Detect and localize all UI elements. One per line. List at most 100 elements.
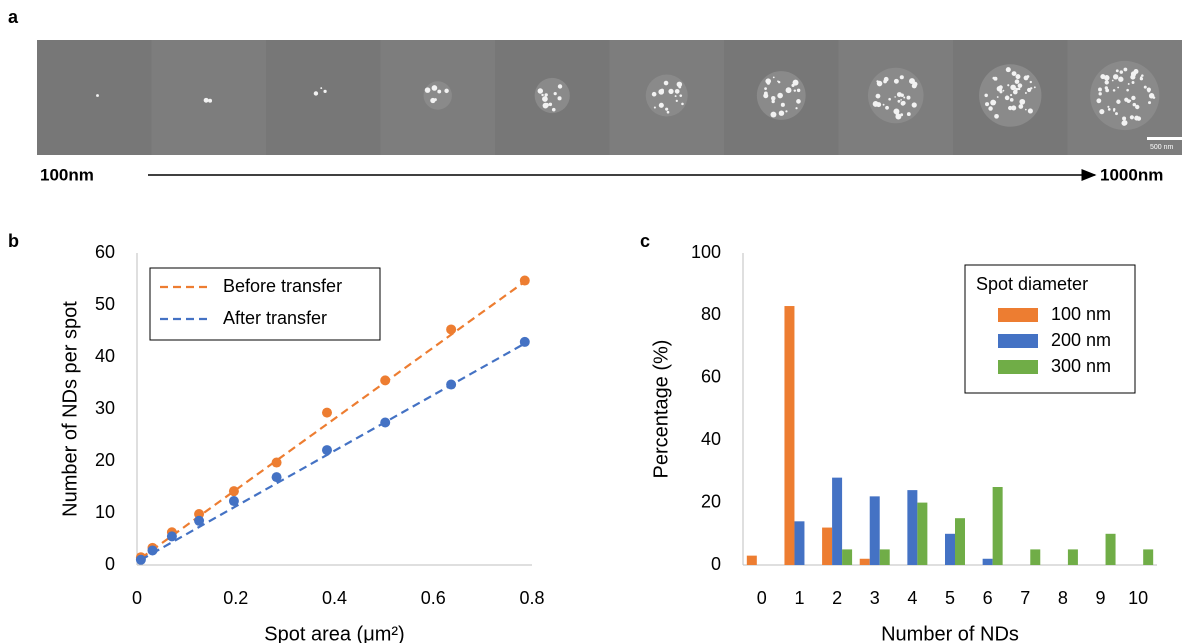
nanodiamond <box>1127 99 1131 103</box>
nanodiamond <box>444 89 448 93</box>
nanodiamond <box>1113 89 1116 92</box>
nanodiamond <box>554 92 557 95</box>
nanodiamond <box>764 91 768 95</box>
y-tick-label: 60 <box>701 367 721 387</box>
nanodiamond <box>796 99 801 104</box>
nanodiamond <box>1096 98 1101 103</box>
y-tick-label: 80 <box>701 304 721 324</box>
nanodiamond <box>558 84 562 88</box>
nanodiamond <box>907 96 911 100</box>
nanodiamond <box>658 89 664 95</box>
x-tick-label: 8 <box>1058 588 1068 608</box>
bar <box>1030 549 1040 565</box>
x-tick-label: 5 <box>945 588 955 608</box>
y-tick-label: 50 <box>95 294 115 314</box>
x-tick-label: 9 <box>1096 588 1106 608</box>
nanodiamond <box>681 103 684 106</box>
bar <box>842 549 852 565</box>
x-axis-label: Number of NDs <box>881 623 1019 643</box>
y-tick-label: 100 <box>691 242 721 262</box>
bar <box>1068 549 1078 565</box>
nanodiamond <box>883 104 885 106</box>
x-tick-label: 6 <box>983 588 993 608</box>
panel-label: c <box>640 231 650 251</box>
nanodiamond <box>1120 70 1123 73</box>
panel-label: b <box>8 231 19 251</box>
nanodiamond <box>1012 71 1017 76</box>
nanodiamond <box>777 93 783 99</box>
point <box>322 445 332 455</box>
nanodiamond <box>1025 92 1027 94</box>
nanodiamond <box>885 106 889 110</box>
bar <box>993 487 1003 565</box>
point <box>167 531 177 541</box>
nanodiamond <box>794 89 796 91</box>
nanodiamond <box>1118 77 1123 82</box>
bar <box>870 496 880 565</box>
legend-swatch <box>998 334 1038 348</box>
nanodiamond <box>1137 116 1141 120</box>
nanodiamond <box>1013 90 1018 95</box>
x-tick-label: 0.2 <box>223 588 248 608</box>
nanodiamond <box>1105 86 1108 89</box>
nanodiamond <box>1122 117 1126 121</box>
bar <box>1143 549 1153 565</box>
nanodiamond <box>542 96 548 102</box>
nanodiamond <box>668 89 673 94</box>
nanodiamond <box>1116 100 1120 104</box>
end-label: 1000nm <box>1100 165 1163 184</box>
nanodiamond <box>894 79 899 84</box>
nanodiamond <box>1099 109 1104 114</box>
point <box>322 408 332 418</box>
panel-label: a <box>8 7 19 27</box>
nanodiamond <box>96 94 99 97</box>
y-axis-label: Percentage (%) <box>650 340 672 479</box>
point <box>272 458 282 468</box>
x-tick-label: 4 <box>907 588 917 608</box>
x-tick-label: 7 <box>1020 588 1030 608</box>
nanodiamond <box>1010 85 1016 91</box>
bar <box>822 528 832 565</box>
x-tick-label: 3 <box>870 588 880 608</box>
nanodiamond <box>544 93 547 96</box>
y-tick-label: 0 <box>105 554 115 574</box>
x-tick-label: 10 <box>1128 588 1148 608</box>
point <box>229 486 239 496</box>
nanodiamond <box>893 108 899 114</box>
nanodiamond <box>1030 81 1032 83</box>
nanodiamond <box>1015 79 1020 84</box>
nanodiamond <box>1133 103 1137 107</box>
nanodiamond <box>994 114 999 119</box>
nanodiamond <box>1117 87 1119 89</box>
nanodiamond <box>1008 106 1012 110</box>
bar <box>955 518 965 565</box>
nanodiamond <box>552 108 556 112</box>
sem-tile <box>37 40 153 155</box>
point <box>380 375 390 385</box>
start-label: 100nm <box>40 165 94 184</box>
nanodiamond <box>425 87 431 93</box>
nanodiamond <box>432 85 438 91</box>
bar <box>794 521 804 565</box>
point <box>148 545 158 555</box>
nanodiamond <box>1128 83 1130 85</box>
nanodiamond <box>795 107 797 109</box>
legend-swatch <box>998 308 1038 322</box>
point <box>272 472 282 482</box>
nanodiamond <box>1010 98 1014 102</box>
legend-label: Before transfer <box>223 276 342 296</box>
y-tick-label: 10 <box>95 502 115 522</box>
point <box>380 418 390 428</box>
nanodiamond <box>1140 76 1142 78</box>
nanodiamond <box>773 76 775 78</box>
nanodiamond <box>667 111 670 114</box>
y-tick-label: 40 <box>95 346 115 366</box>
nanodiamond <box>545 103 549 107</box>
y-tick-label: 40 <box>701 429 721 449</box>
x-tick-label: 0.6 <box>421 588 446 608</box>
y-tick-label: 20 <box>95 450 115 470</box>
nanodiamond <box>1099 92 1102 95</box>
nanodiamond <box>1113 110 1115 112</box>
nanodiamond <box>873 101 879 107</box>
nanodiamond <box>1028 108 1033 113</box>
